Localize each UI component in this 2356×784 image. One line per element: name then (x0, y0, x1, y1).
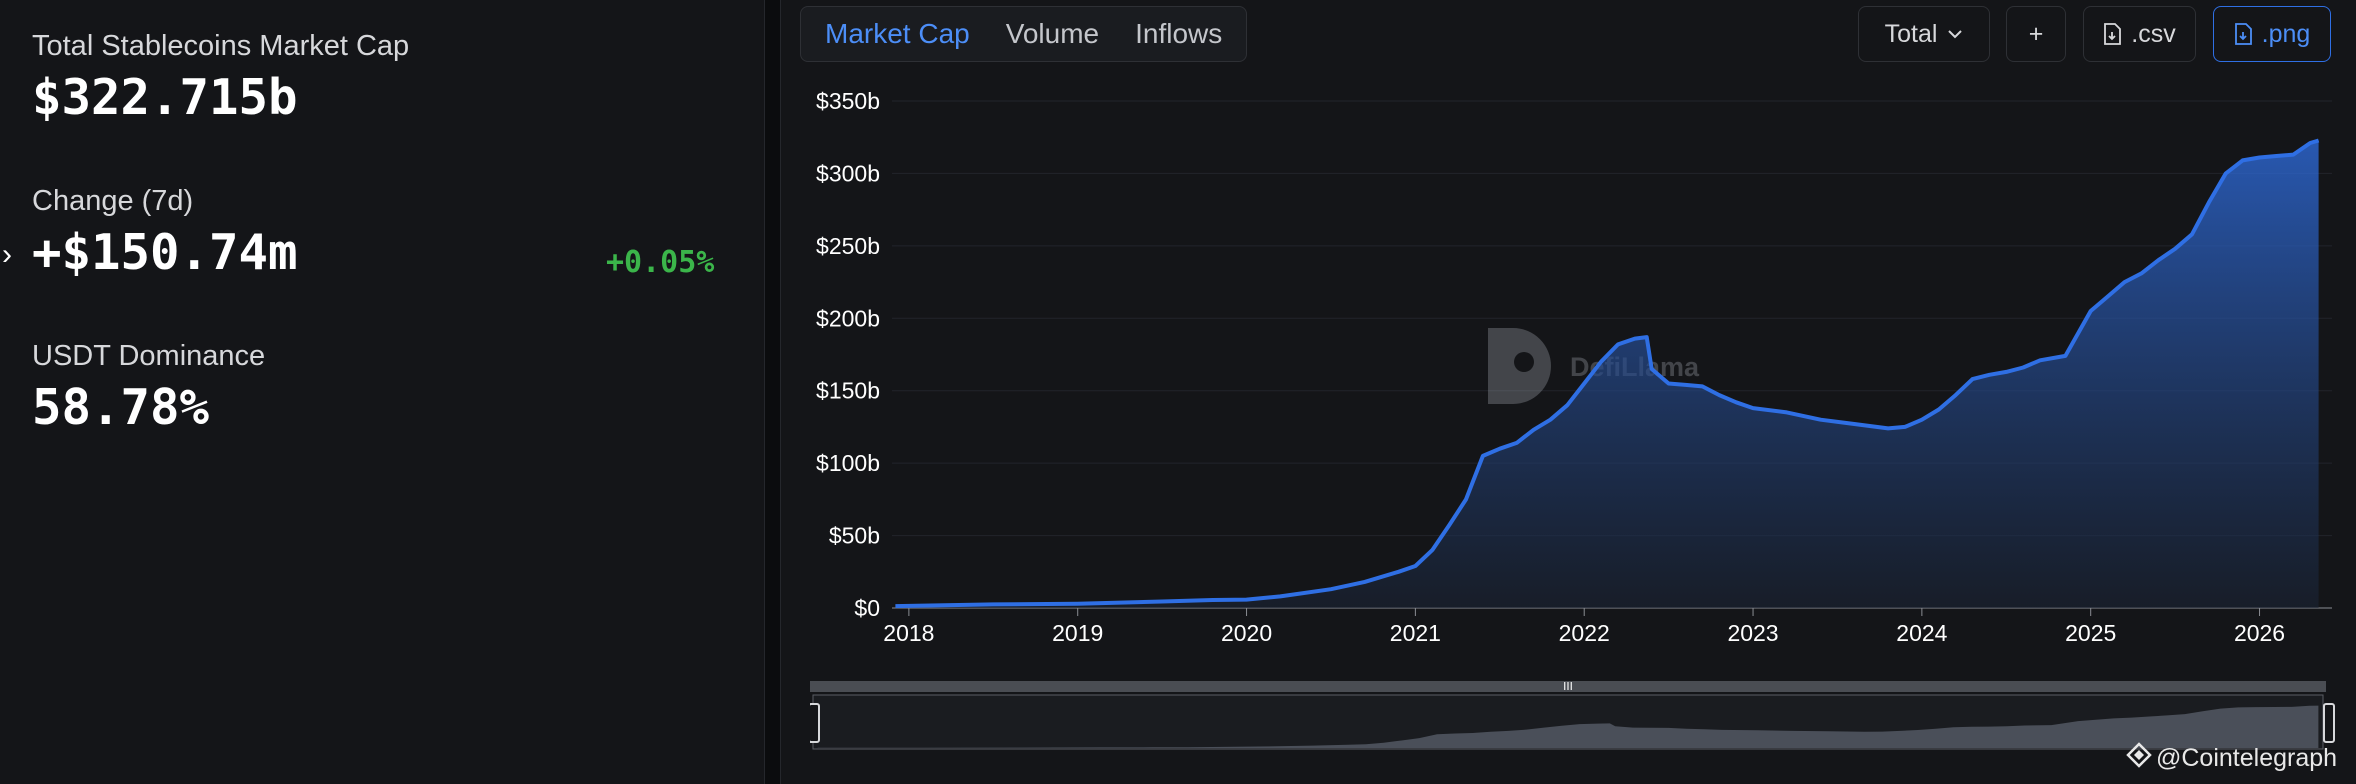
file-icon (2103, 23, 2122, 45)
x-tick-label: 2020 (1221, 620, 1272, 646)
market-cap-line (895, 138, 2320, 609)
y-tick-label: $0 (854, 595, 880, 621)
change-value: +$150.74m (32, 224, 298, 281)
total-select[interactable]: Total (1858, 6, 1990, 62)
x-tick-label: 2021 (1390, 620, 1441, 646)
cointelegraph-logo-icon (2126, 742, 2152, 775)
tab-inflows[interactable]: Inflows (1135, 18, 1223, 49)
x-tick-label: 2024 (1896, 620, 1947, 646)
x-tick-label: 2025 (2065, 620, 2116, 646)
dominance-stat: USDT Dominance 58.78% (32, 340, 265, 436)
dominance-label: USDT Dominance (32, 340, 266, 372)
y-tick-label: $100b (816, 450, 880, 476)
dominance-value: 58.78% (32, 379, 210, 436)
range-navigator[interactable]: III (810, 678, 2338, 758)
add-button[interactable]: + (2006, 6, 2066, 62)
svg-text:III: III (1563, 680, 1573, 693)
y-tick-label: $200b (816, 305, 880, 331)
change-stat: Change (7d) +$150.74m (32, 185, 298, 281)
png-download-button[interactable]: .png (2213, 6, 2331, 62)
navigator-left-handle[interactable] (810, 703, 820, 743)
x-tick-label: 2023 (1727, 620, 1778, 646)
market-cap-area (895, 140, 2319, 608)
chevron-right-icon[interactable]: › (2, 238, 12, 271)
credit: @Cointelegraph (2126, 742, 2337, 775)
navigator-area (817, 705, 2319, 748)
chart-tabs: Market Cap Volume Inflows (800, 6, 1247, 62)
csv-label: .csv (2131, 19, 2176, 48)
x-axis: 2018 2019 2020 2021 2022 2023 2024 2025 2026 (883, 607, 2332, 646)
y-tick-label: $350b (816, 88, 880, 114)
change-percent: +0.05% (606, 245, 715, 280)
x-tick-label: 2026 (2234, 620, 2285, 646)
y-tick-label: $150b (816, 378, 880, 404)
navigator-right-handle[interactable] (2323, 703, 2335, 743)
total-select-label: Total (1884, 19, 1938, 48)
market-cap-label: Total Stablecoins Market Cap (32, 30, 410, 62)
credit-text: @Cointelegraph (2156, 744, 2338, 772)
market-cap-value: $322.715b (32, 69, 298, 126)
png-label: .png (2261, 19, 2311, 48)
y-tick-label: $300b (816, 160, 880, 186)
stats-panel: Total Stablecoins Market Cap $322.715b ›… (0, 0, 765, 784)
file-icon (2234, 23, 2252, 45)
x-tick-label: 2019 (1052, 620, 1103, 646)
x-tick-label: 2022 (1559, 620, 1610, 646)
market-cap-chart: $0 $50b $100b $150b $200b $250b $300b $350b 201… (816, 88, 2332, 646)
y-tick-label: $50b (829, 523, 880, 549)
csv-download-button[interactable]: .csv (2083, 6, 2196, 62)
x-tick-label: 2018 (883, 620, 934, 646)
tab-volume[interactable]: Volume (1005, 18, 1100, 49)
chevron-down-icon (1947, 29, 1963, 39)
tab-market-cap[interactable]: Market Cap (825, 18, 970, 49)
market-cap-stat: Total Stablecoins Market Cap $322.715b (32, 30, 409, 126)
change-label: Change (7d) (32, 185, 194, 217)
navigator-scrollbar[interactable] (810, 681, 2326, 692)
plus-icon: + (2028, 19, 2044, 48)
y-tick-label: $250b (816, 233, 880, 259)
y-axis: $0 $50b $100b $150b $200b $250b $300b $350b (816, 88, 880, 621)
